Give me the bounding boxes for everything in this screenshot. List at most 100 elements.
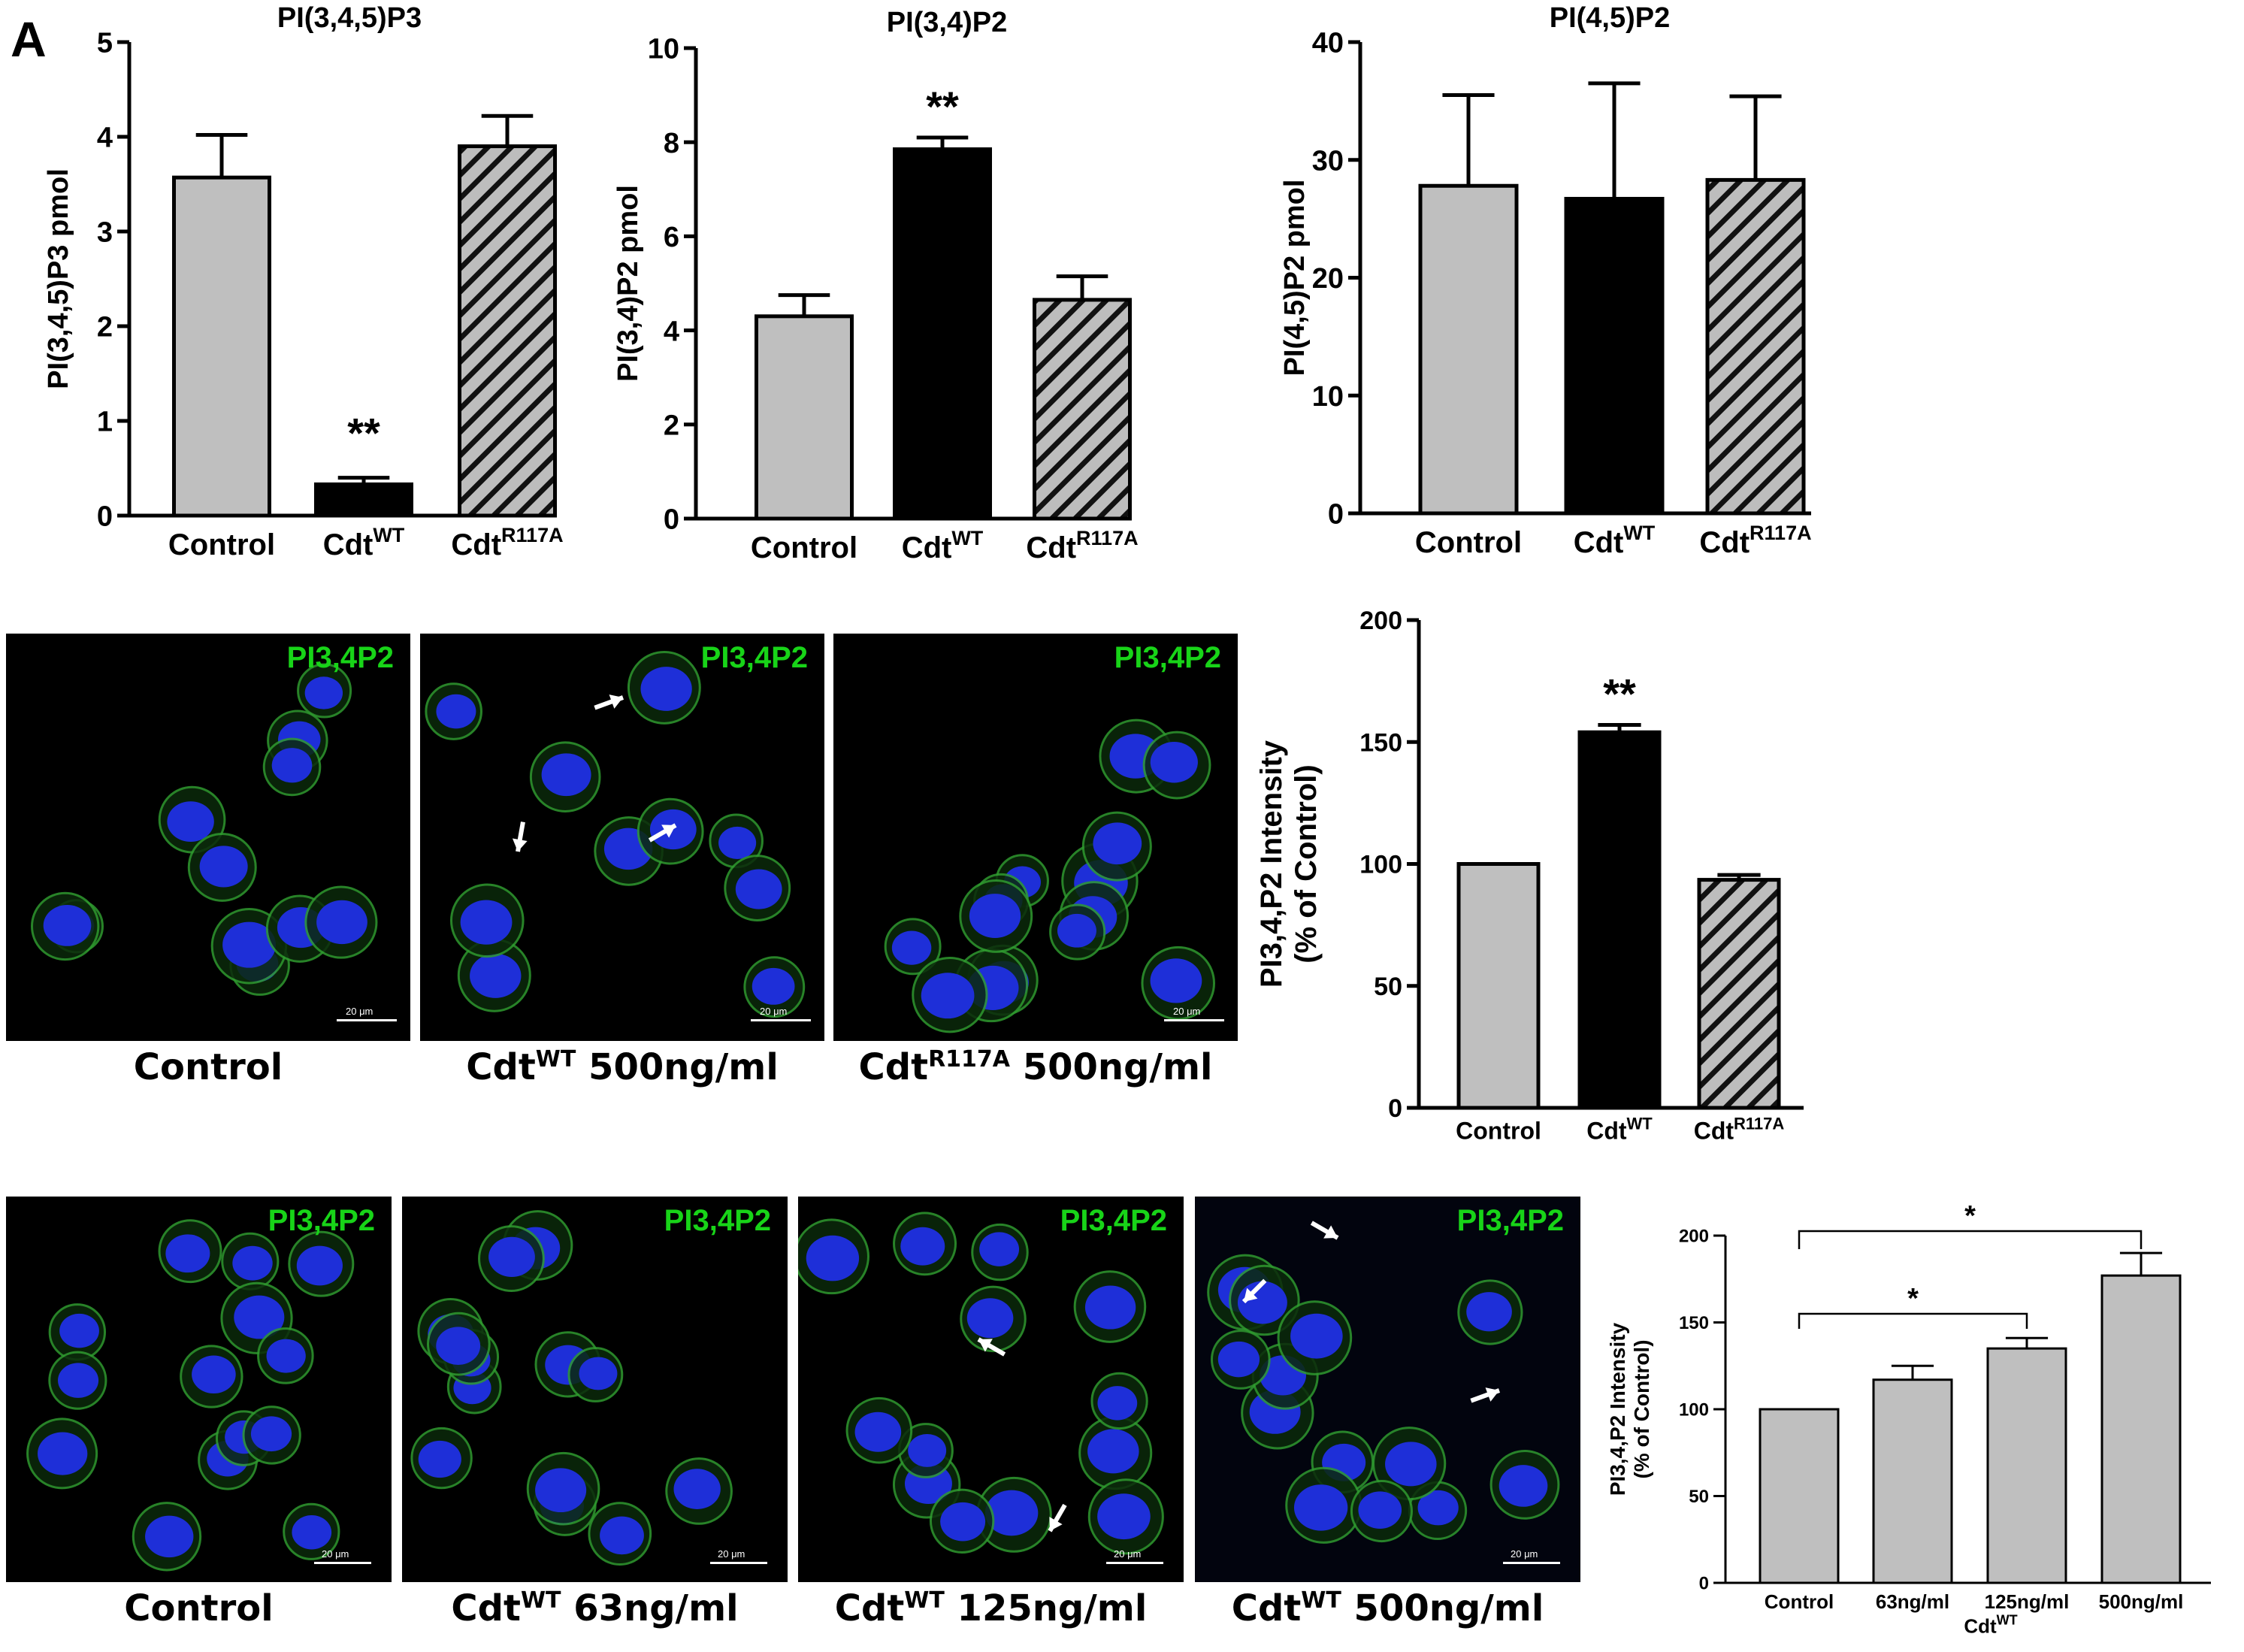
cell-nucleus — [1087, 1429, 1139, 1474]
cell-nucleus — [470, 953, 522, 998]
cell-nucleus — [1150, 742, 1198, 783]
scale-bar — [1503, 1562, 1560, 1564]
cell-nucleus — [165, 1234, 210, 1273]
panel-letter-a: A — [11, 11, 47, 67]
scale-label: 20 μm — [322, 1548, 349, 1560]
y-tick-label: 0 — [664, 504, 679, 536]
cell-nucleus — [806, 1235, 860, 1281]
y-tick-label: 100 — [1679, 1400, 1709, 1421]
scale-label: 20 μm — [718, 1548, 745, 1560]
x-axis-label: CdtWT — [1964, 1612, 2017, 1637]
cell-nucleus — [1385, 1442, 1437, 1487]
caption-c-125: CdtWT 125ng/ml — [834, 1587, 1148, 1629]
y-tick-label: 0 — [97, 501, 113, 533]
significance-bracket — [1798, 1230, 2143, 1249]
arrow-icon — [1310, 1221, 1339, 1240]
y-tick-label: 0 — [1699, 1574, 1709, 1594]
y-tick-label: 3 — [97, 217, 113, 249]
caption-b-wt: CdtWT 500ng/ml — [466, 1046, 779, 1088]
cell-nucleus — [1417, 1490, 1459, 1526]
chart-title: PI(4,5)P2 — [1550, 2, 1671, 34]
cell-nucleus — [579, 1357, 618, 1390]
y-tick-label: 10 — [1312, 381, 1344, 413]
cell-nucleus — [271, 748, 313, 783]
x-tick-label: Control — [1456, 1118, 1541, 1145]
cell-nucleus — [234, 1295, 285, 1339]
cell-image — [26, 1219, 355, 1572]
y-tick-label: 100 — [1359, 851, 1402, 879]
bar — [1033, 298, 1132, 521]
cell-image — [1207, 1221, 1560, 1544]
stain-label: PI3,4P2 — [286, 641, 394, 674]
cell-nucleus — [266, 1339, 306, 1373]
bar — [1697, 878, 1781, 1110]
scale-label: 20 μm — [1173, 1006, 1201, 1017]
significance-label: ** — [926, 83, 959, 130]
cell-nucleus — [1150, 958, 1202, 1003]
stain-label: PI3,4P2 — [700, 641, 808, 674]
cell-nucleus — [891, 930, 932, 965]
y-tick-label: 1 — [97, 407, 113, 438]
y-tick-label: 50 — [1374, 973, 1402, 1001]
cell-nucleus — [1097, 1493, 1151, 1540]
scale-bar — [314, 1562, 371, 1564]
cell-nucleus — [640, 667, 692, 711]
cell-nucleus — [296, 1245, 343, 1286]
bar — [1564, 196, 1665, 516]
x-tick-label: 63ng/ml — [1876, 1590, 1949, 1613]
arrow-icon — [648, 823, 677, 843]
cell-nucleus — [43, 905, 92, 946]
y-tick-label: 20 — [1312, 263, 1344, 295]
x-tick-label: CdtWT — [323, 524, 405, 561]
cell-image — [884, 719, 1216, 1033]
y-tick-label: 8 — [664, 128, 679, 159]
cell-nucleus — [192, 1355, 236, 1393]
scale-label: 20 μm — [346, 1006, 373, 1017]
x-tick-label: CdtWT — [1574, 522, 1656, 559]
cell-nucleus — [1290, 1313, 1343, 1359]
cell-nucleus — [718, 826, 757, 860]
bar — [1705, 177, 1806, 516]
cell-nucleus — [966, 1298, 1014, 1339]
micrograph-b-wt: PI3,4P2 20 μm — [420, 634, 824, 1041]
cell-nucleus — [1293, 1484, 1348, 1531]
x-tick-label: 500ng/ml — [2099, 1590, 2184, 1613]
arrow-icon — [977, 1337, 1006, 1357]
bar — [314, 482, 413, 518]
caption-c-control: Control — [124, 1587, 274, 1629]
cell-image — [425, 650, 806, 1018]
cell-nucleus — [167, 801, 214, 842]
y-tick-label: 50 — [1689, 1487, 1709, 1507]
significance-bracket — [1798, 1312, 2028, 1329]
cell-nucleus — [292, 1515, 332, 1550]
cell-nucleus — [1084, 1285, 1136, 1330]
y-tick-label: 0 — [1388, 1094, 1402, 1123]
bar — [1577, 730, 1662, 1110]
micrograph-b-r117a: PI3,4P2 20 μm — [833, 634, 1238, 1041]
y-axis-label: PI(3,4,5)P3 pmol — [43, 168, 74, 389]
stain-label: PI3,4P2 — [664, 1204, 771, 1237]
x-tick-label: Control — [168, 528, 275, 561]
y-tick-label: 200 — [1679, 1227, 1709, 1247]
bar — [1759, 1408, 1840, 1584]
cell-nucleus — [304, 676, 343, 710]
cell-image — [30, 663, 378, 996]
caption-b-r117a: CdtR117A 500ng/ml — [858, 1046, 1213, 1088]
cell-nucleus — [969, 894, 1021, 939]
bar — [1872, 1378, 1953, 1584]
cell-nucleus — [1358, 1491, 1402, 1529]
stain-label: PI3,4P2 — [1114, 641, 1221, 674]
y-tick-label: 5 — [97, 28, 113, 59]
cell-nucleus — [1057, 913, 1096, 948]
scale-bar — [337, 1019, 397, 1021]
significance-label: * — [1964, 1200, 1976, 1232]
cell-nucleus — [1499, 1465, 1548, 1507]
micrograph-c-control: PI3,4P2 20 μm — [6, 1197, 392, 1582]
significance-label: * — [1907, 1283, 1919, 1315]
micrograph-b-control: PI3,4P2 20 μm — [6, 634, 410, 1041]
cell-nucleus — [222, 921, 277, 968]
y-tick-label: 150 — [1359, 728, 1402, 757]
